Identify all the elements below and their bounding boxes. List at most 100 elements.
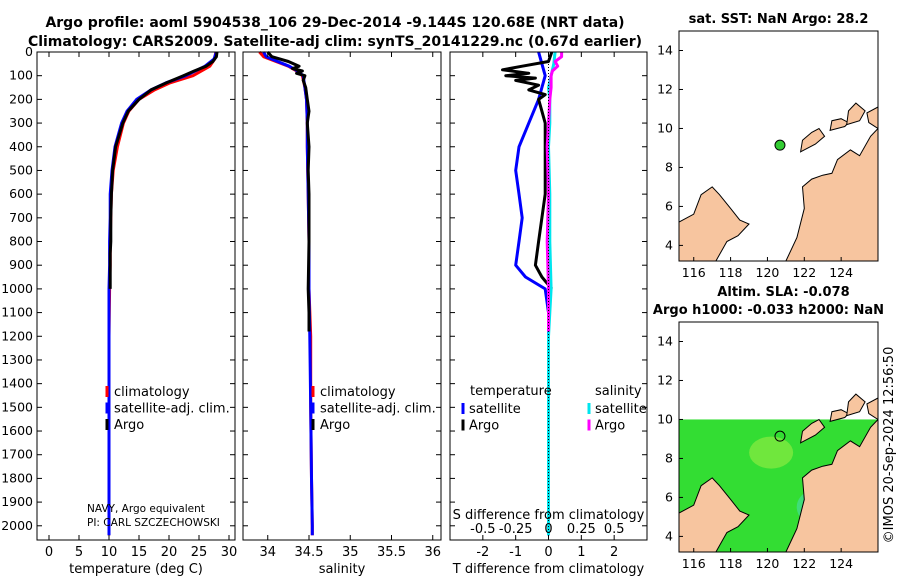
map-y-tick-label: 6 — [665, 489, 673, 504]
x-tick-label: 30 — [221, 545, 238, 560]
x-tick-label: 35.5 — [377, 545, 406, 560]
map-y-tick-label: 6 — [665, 198, 673, 213]
x-tick-label: -1 — [509, 545, 522, 560]
x-tick-label: 15 — [131, 545, 148, 560]
map-x-tick-label: 122 — [792, 556, 816, 571]
map-x-tick-label: 120 — [756, 265, 780, 280]
y-tick-label: 1500 — [1, 399, 33, 414]
land-polygon — [846, 393, 866, 417]
x-tick-label: 34 — [259, 545, 276, 560]
x-tick-label: 2 — [610, 545, 618, 560]
axes-frame — [242, 51, 442, 541]
legend-label-1: satellite-adj. clim. — [320, 402, 436, 417]
map-x-tick-label: 124 — [829, 265, 853, 280]
sla-map-panel: 116 118 120 122 124 4 6 8 10 12 14 Altim. SLA: -0.0… — [653, 285, 884, 571]
map-y-tick-label: 4 — [665, 237, 673, 252]
x-tick-label: 1 — [577, 545, 585, 560]
secondary-tick-label: -0.25 — [499, 522, 533, 537]
x-tick-label: 5 — [75, 545, 83, 560]
argo-float-marker — [774, 139, 786, 151]
land-polygon — [829, 409, 850, 423]
legend-label-0: climatology — [114, 385, 190, 400]
x-tick-label: 10 — [101, 545, 118, 560]
map-y-tick-label: 8 — [665, 450, 673, 465]
secondary-tick-label: 0.5 — [604, 522, 625, 537]
sla-anomaly-blob — [749, 436, 794, 469]
y-tick-label: 1900 — [1, 494, 33, 509]
y-tick-label: 900 — [9, 257, 33, 272]
y-tick-label: 100 — [9, 68, 33, 83]
y-tick-label: 2000 — [1, 518, 33, 533]
map-y-tick-label: 8 — [665, 159, 673, 174]
x-tick-label: 0 — [45, 545, 53, 560]
legend-label-2: Argo — [320, 418, 350, 433]
map-y-tick-label: 10 — [657, 120, 673, 135]
map-title: sat. SST: NaN Argo: 28.2 — [689, 12, 869, 27]
series-line-t-satellite — [514, 51, 550, 536]
series-line-t-argo — [501, 51, 554, 290]
y-tick-label: 1200 — [1, 328, 33, 343]
map-x-tick-label: 120 — [756, 556, 780, 571]
x-axis-label: temperature (deg C) — [69, 562, 203, 577]
land-polygon — [678, 477, 750, 553]
y-tick-label: 1400 — [1, 376, 33, 391]
map-frame — [678, 30, 879, 262]
legend-label-s-1: Argo — [595, 419, 625, 434]
map-x-tick-label: 118 — [719, 556, 743, 571]
secondary-axis-label: S difference from climatology — [453, 508, 645, 523]
y-tick-label: 1100 — [1, 305, 33, 320]
land-polygon — [785, 127, 879, 262]
x-tick-label: 34.5 — [295, 545, 324, 560]
land-polygon — [846, 102, 866, 126]
map-y-tick-label: 4 — [665, 528, 673, 543]
legend-label-2: Argo — [114, 418, 144, 433]
pi-annotation-2: PI: CARL SZCZECHOWSKI — [87, 517, 220, 529]
x-axis-label: salinity — [319, 562, 366, 577]
axes-frame — [36, 51, 236, 541]
map-y-tick-label: 12 — [657, 372, 673, 387]
x-tick-label: 25 — [191, 545, 208, 560]
secondary-tick-label: 0 — [544, 522, 552, 537]
land-polygon — [678, 186, 750, 262]
map-y-tick-label: 14 — [657, 42, 673, 57]
legend-label-t-1: Argo — [469, 419, 499, 434]
map-title-line-2: Argo h1000: -0.033 h2000: NaN — [653, 303, 884, 318]
map-x-tick-label: 118 — [719, 265, 743, 280]
x-tick-label: 0 — [544, 545, 552, 560]
map-y-tick-label: 12 — [657, 81, 673, 96]
salinity-profile-panel: 34 34.5 35 35.5 36 salinity climatology satelli… — [242, 51, 442, 577]
sst-map-panel: 116 118 120 122 124 4 6 8 10 12 14 sat. SST: NaN Ar… — [657, 12, 879, 280]
legend-title-salinity: salinity — [595, 384, 642, 399]
land-polygon — [829, 118, 850, 132]
x-tick-label: 20 — [161, 545, 178, 560]
title-line-1: Argo profile: aoml 5904538_106 29-Dec-20… — [45, 15, 624, 31]
map-title-line-1: Altim. SLA: -0.078 — [717, 285, 849, 300]
difference-profile-panel: -2 -1 0 1 2 T difference from climatology temp… — [449, 51, 648, 577]
land-polygon — [799, 127, 826, 153]
secondary-tick-label: 0.25 — [567, 522, 596, 537]
x-axis-label: T difference from climatology — [452, 562, 645, 577]
map-x-tick-label: 116 — [682, 265, 706, 280]
argo-float-marker — [774, 430, 786, 442]
y-tick-label: 200 — [9, 91, 33, 106]
series-line-argo — [266, 51, 311, 332]
y-tick-label: 800 — [9, 234, 33, 249]
y-tick-label: 600 — [9, 186, 33, 201]
map-y-tick-label: 10 — [657, 411, 673, 426]
y-tick-label: 1700 — [1, 447, 33, 462]
temperature-profile-panel: 0 5 10 15 20 25 300100200300400500600700800900… — [1, 44, 237, 577]
y-tick-label: 500 — [9, 162, 33, 177]
legend-label-s-0: satellite — [595, 402, 647, 417]
legend-title-temperature: temperature — [470, 384, 552, 399]
map-y-tick-label: 14 — [657, 333, 673, 348]
y-tick-label: 300 — [9, 115, 33, 130]
series-line-s-argo — [545, 52, 564, 332]
legend-label-0: climatology — [320, 385, 396, 400]
map-x-tick-label: 122 — [792, 265, 816, 280]
land-polygon — [866, 106, 879, 130]
y-tick-label: 700 — [9, 210, 33, 225]
legend-label-t-0: satellite — [469, 402, 521, 417]
series-line-climatology — [258, 51, 314, 536]
pi-annotation-1: NAVY, Argo equivalent — [87, 503, 205, 515]
y-tick-label: 1300 — [1, 352, 33, 367]
